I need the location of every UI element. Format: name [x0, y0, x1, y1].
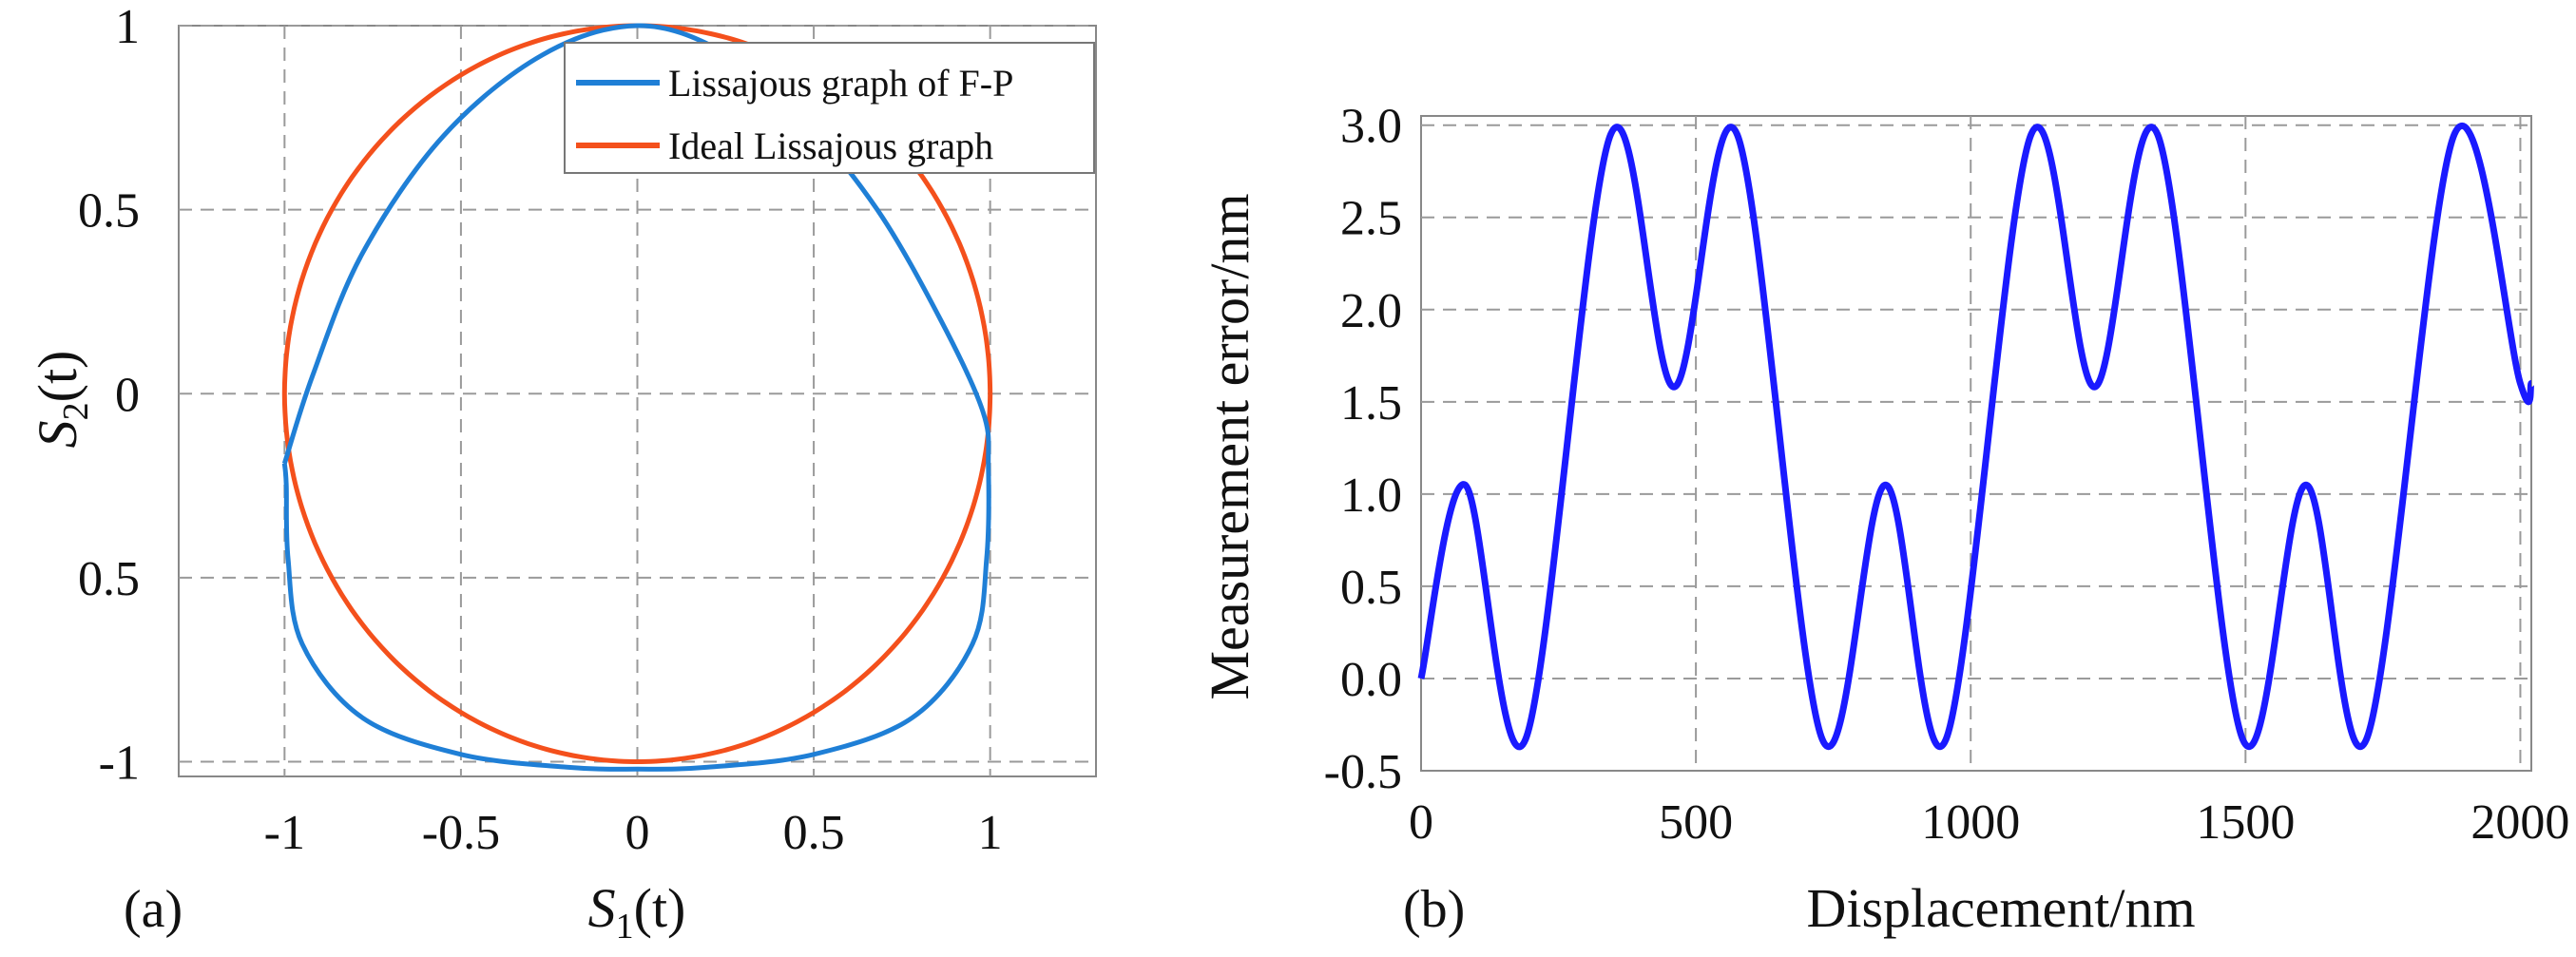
chart-b-y-tick-label: 3.0	[1340, 100, 1402, 154]
chart-a-legend-box	[564, 42, 1095, 174]
chart-a-series-fp-lissajous	[281, 23, 991, 772]
chart-a-x-axis-label: S1(t)	[588, 877, 686, 947]
chart-b-x-tick-label: 0	[1409, 795, 1433, 850]
chart-b-x-tick-label: 500	[1659, 795, 1733, 850]
chart-b-x-tick-label: 1000	[1921, 795, 2020, 850]
chart-b-x-axis-label: Displacement/nm	[1806, 877, 2195, 939]
chart-a-x-tick-label: 0	[625, 806, 650, 860]
chart-a-x-tick-label: -1	[264, 806, 305, 860]
chart-b-tick-labels: 0 500 1000 1500 2000 3.0 2.5 2.0 1.5 1.0 0.5 0.0 -0.…	[1324, 100, 2570, 850]
chart-a-tick-labels: -1 -0.5 0 0.5 1 1 0.5 0 0.5 -1	[78, 0, 1003, 860]
chart-b-y-tick-label: 0.0	[1340, 653, 1402, 707]
chart-a-x-tick-label: -0.5	[422, 806, 500, 860]
chart-a-y-tick-label: -1	[99, 737, 140, 791]
chart-b-grid	[1421, 116, 2531, 771]
chart-b-y-tick-label: -0.5	[1324, 745, 1402, 799]
chart-a-legend-label-ideal: Ideal Lissajous graph	[668, 124, 993, 167]
chart-b-y-tick-label: 1.0	[1340, 469, 1402, 523]
chart-a-y-tick-label: 0	[115, 368, 140, 422]
chart-a-legend-label-fp: Lissajous graph of F-P	[668, 62, 1013, 105]
chart-a-x-tick-label: 0.5	[783, 806, 845, 860]
chart-a-panel-label: (a)	[124, 880, 183, 939]
chart-a: -1 -0.5 0 0.5 1 1 0.5 0 0.5 -1 Lissajous graph of…	[27, 0, 1097, 947]
chart-a-y-tick-label: 0.5	[78, 552, 140, 606]
chart-b-y-axis-label: Measurement error/nm	[1199, 193, 1260, 699]
chart-b-x-tick-label: 1500	[2196, 795, 2295, 850]
chart-a-y-tick-label: 1	[115, 0, 140, 54]
chart-b-y-tick-label: 1.5	[1340, 376, 1402, 431]
chart-a-y-axis-label: S2(t)	[27, 351, 96, 449]
chart-a-y-tick-label: 0.5	[78, 184, 140, 239]
chart-b-panel-label: (b)	[1403, 880, 1465, 939]
chart-b-x-tick-label: 2000	[2470, 795, 2569, 850]
chart-a-x-tick-label: 1	[978, 806, 1003, 860]
chart-b-y-tick-label: 2.0	[1340, 284, 1402, 338]
chart-b: 0 500 1000 1500 2000 3.0 2.5 2.0 1.5 1.0 0.5 0.0 -0.…	[1199, 100, 2569, 939]
chart-a-legend: Lissajous graph of F-P Ideal Lissajous g…	[564, 42, 1095, 174]
chart-b-y-tick-label: 0.5	[1340, 561, 1402, 615]
chart-b-y-tick-label: 2.5	[1340, 192, 1402, 246]
chart-b-plot-area	[1420, 115, 2532, 772]
chart-b-series-measurement-error	[1417, 122, 2535, 751]
